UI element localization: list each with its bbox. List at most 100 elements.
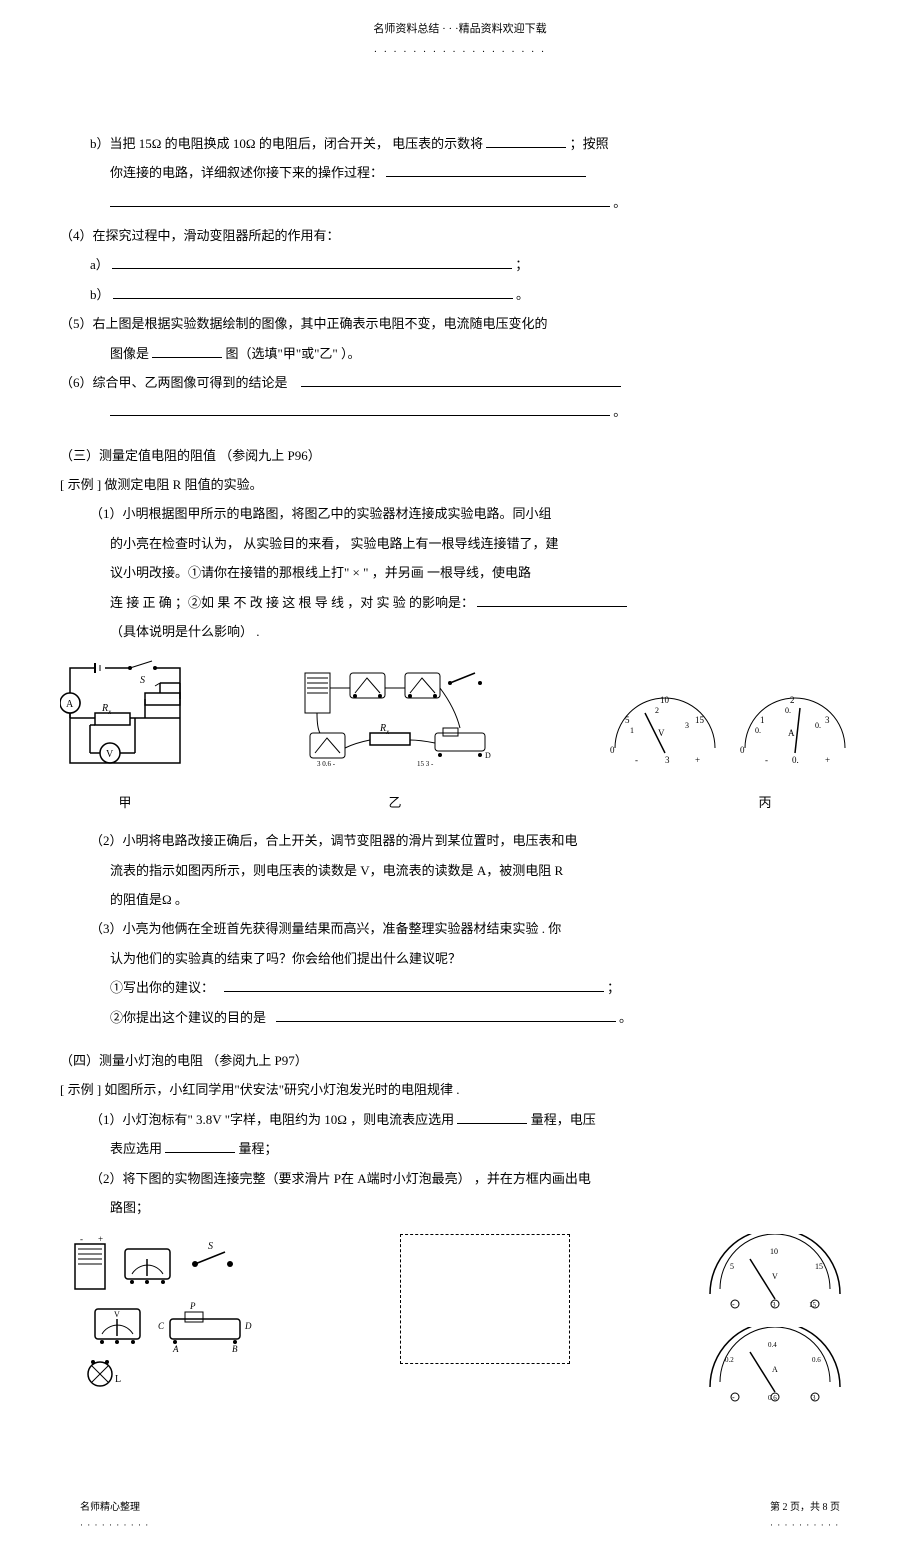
svg-text:L: L xyxy=(115,1374,121,1385)
s4q1-l1: （1）小灯泡标有" 3.8V "字样，电阻约为 10Ω ，则电流表应选用 量程，… xyxy=(60,1108,860,1131)
bottom-figures: -+ S V C P D A B xyxy=(60,1234,860,1419)
q6-line1: （6）综合甲、乙两图像可得到的结论是 xyxy=(60,371,860,394)
figure-jia: S A Rx V xyxy=(60,658,190,814)
blank xyxy=(486,134,566,148)
text: 。 xyxy=(619,1010,632,1025)
meter-diagram-bing: 0 5 10 15 1 2 3 V -3+ 0 1 2 3 0. 0. 0. A… xyxy=(600,678,860,778)
text: 。 xyxy=(613,404,626,419)
s4q2-l2: 路图； xyxy=(60,1196,860,1219)
svg-text:0.4: 0.4 xyxy=(768,1341,777,1349)
physical-circuit-svg: -+ S V C P D A B xyxy=(60,1234,280,1394)
figures-row-1: S A Rx V xyxy=(60,658,860,814)
svg-text:+: + xyxy=(98,1234,103,1244)
text: b） xyxy=(90,287,110,302)
svg-text:0.: 0. xyxy=(785,706,791,715)
svg-text:A: A xyxy=(788,728,795,738)
svg-text:1: 1 xyxy=(760,715,765,725)
svg-text:A: A xyxy=(772,1365,778,1374)
text: b）当把 15Ω 的电阻换成 10Ω 的电阻后，闭合开关， 电压表的示数将 xyxy=(90,136,486,151)
blank xyxy=(165,1139,235,1153)
svg-text:-: - xyxy=(80,1234,83,1244)
blank xyxy=(224,978,604,992)
svg-text:15: 15 xyxy=(815,1262,823,1271)
circuit-diagram-jia: S A Rx V xyxy=(60,658,190,778)
svg-text:3: 3 xyxy=(772,1301,776,1309)
svg-text:0.: 0. xyxy=(755,726,761,735)
s3q3-l1: （3）小亮为他俩在全班首先获得测量结果而高兴，准备整理实验器材结束实验 . 你 xyxy=(60,917,860,940)
svg-text:2: 2 xyxy=(655,706,659,715)
blank xyxy=(457,1110,527,1124)
svg-text:Rx: Rx xyxy=(379,723,390,736)
text: ； xyxy=(607,980,620,995)
footer-left: 名师精心整理 · · · · · · · · · · xyxy=(80,1499,149,1533)
svg-text:3 0.6 -: 3 0.6 - xyxy=(317,760,336,768)
figure-label-jia: 甲 xyxy=(60,791,190,814)
section3-example: [ 示例 ] 做测定电阻 R 阻值的实验。 xyxy=(60,473,860,496)
main-content: b）当把 15Ω 的电阻换成 10Ω 的电阻后，闭合开关， 电压表的示数将 ；按… xyxy=(60,112,860,1439)
svg-text:-: - xyxy=(765,755,768,765)
footer-right-dots: · · · · · · · · · · xyxy=(770,1517,840,1533)
svg-text:0.: 0. xyxy=(792,755,799,765)
svg-text:3: 3 xyxy=(812,1394,816,1402)
s3q2-l2: 流表的指示如图丙所示，则电压表的读数是 V，电流表的读数是 A，被测电阻 R xyxy=(60,859,860,882)
ammeter-face: 0.2 0.4 0.6 A - 0.6 3 xyxy=(690,1327,860,1409)
svg-text:D: D xyxy=(485,751,491,760)
blank xyxy=(113,285,513,299)
text: 连 接 正 确 ；②如 果 不 改 接 这 根 导 线 ，对 实 验 的影响是： xyxy=(110,595,474,610)
q4-a: a） ； xyxy=(60,253,860,276)
s3q1-l5: （具体说明是什么影响） . xyxy=(60,620,860,643)
blank xyxy=(110,193,610,207)
svg-text:D: D xyxy=(244,1321,252,1331)
svg-text:2: 2 xyxy=(790,695,795,705)
text: ； xyxy=(515,257,528,272)
figure-label-bing: 丙 xyxy=(670,791,860,814)
physical-circuit: -+ S V C P D A B xyxy=(60,1234,280,1401)
q5-line2: 图像是 图（选填"甲"或"乙" ）。 xyxy=(60,342,860,365)
text: ①写出你的建议： xyxy=(110,980,214,995)
footer-right-text: 第 2 页，共 8 页 xyxy=(770,1499,840,1517)
svg-text:1: 1 xyxy=(630,726,634,735)
blank xyxy=(110,402,610,416)
svg-text:0.6: 0.6 xyxy=(768,1394,777,1402)
ammeter-svg: 0.2 0.4 0.6 A - 0.6 3 xyxy=(690,1327,860,1402)
svg-text:C: C xyxy=(158,1321,165,1331)
svg-text:3: 3 xyxy=(685,721,689,730)
text: 图像是 xyxy=(110,346,152,361)
blank xyxy=(112,255,512,269)
svg-text:V: V xyxy=(658,728,665,738)
svg-text:A: A xyxy=(172,1344,179,1354)
svg-text:0: 0 xyxy=(740,745,745,755)
text: 表应选用 xyxy=(110,1141,165,1156)
svg-text:5: 5 xyxy=(625,715,630,725)
text: （1）小灯泡标有" 3.8V "字样，电阻约为 10Ω ，则电流表应选用 xyxy=(90,1112,457,1127)
footer-right: 第 2 页，共 8 页 · · · · · · · · · · xyxy=(770,1499,840,1533)
text: a） xyxy=(90,257,109,272)
section-b-line2: 你连接的电路，详细叙述你接下来的操作过程： xyxy=(60,161,860,184)
svg-text:-: - xyxy=(732,1300,735,1309)
figure-bing: 0 5 10 15 1 2 3 V -3+ 0 1 2 3 0. 0. 0. A… xyxy=(600,678,860,814)
svg-text:-: - xyxy=(732,1393,735,1402)
figure-yi: 3 0.6 - Rx 15 3 - D 乙 xyxy=(295,658,495,814)
s3q1-l1: （1）小明根据图甲所示的电路图，将图乙中的实验器材连接成实验电路。同小组 xyxy=(60,502,860,525)
svg-text:V: V xyxy=(106,749,114,760)
svg-text:15: 15 xyxy=(809,1301,817,1309)
svg-text:-: - xyxy=(635,755,638,765)
footer-left-text: 名师精心整理 xyxy=(80,1499,149,1517)
s3q3-l4: ②你提出这个建议的目的是 。 xyxy=(60,1006,860,1029)
header-dots: · · · · · · · · · · · · · · · · · · xyxy=(60,44,860,62)
section3-title: （三）测量定值电阻的阻值 （参阅九上 P96） xyxy=(60,444,860,467)
text: ；按照 xyxy=(570,136,609,151)
blank xyxy=(152,344,222,358)
svg-text:V: V xyxy=(114,1310,120,1319)
s3q2-l1: （2）小明将电路改接正确后，合上开关，调节变阻器的滑片到某位置时，电压表和电 xyxy=(60,829,860,852)
svg-text:S: S xyxy=(140,675,145,686)
svg-text:+: + xyxy=(825,755,830,765)
header-title: 名师资料总结 · · ·精品资料欢迎下载 xyxy=(60,20,860,40)
text: 。 xyxy=(516,287,529,302)
text: 量程，电压 xyxy=(531,1112,596,1127)
svg-text:S: S xyxy=(208,1241,213,1252)
text: 你连接的电路，详细叙述你接下来的操作过程： xyxy=(110,165,383,180)
blank xyxy=(301,373,621,387)
svg-text:+: + xyxy=(695,755,700,765)
text: ②你提出这个建议的目的是 xyxy=(110,1010,266,1025)
